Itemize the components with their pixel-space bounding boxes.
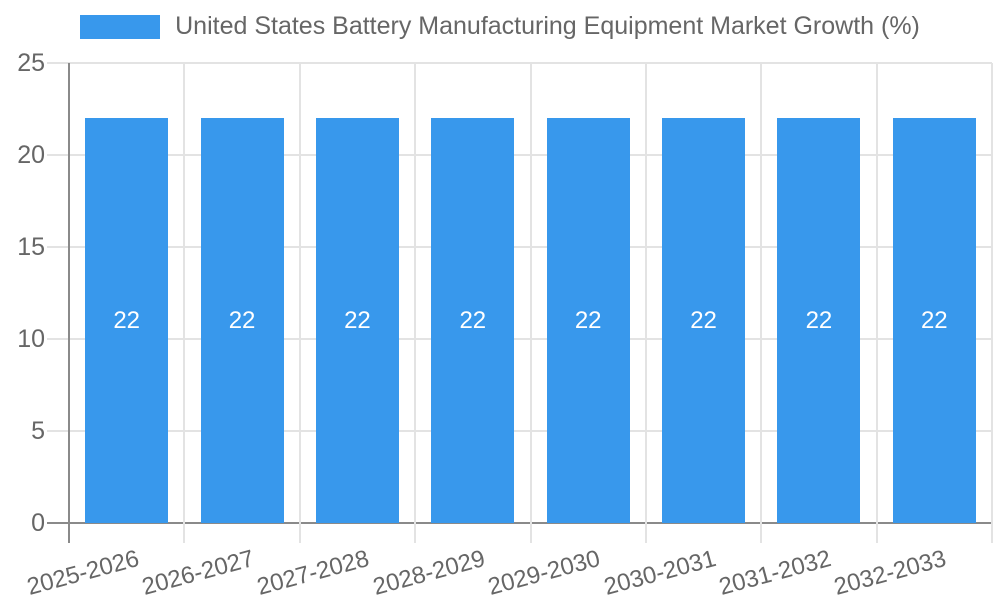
y-gridline [47,338,992,340]
bar-2031-2032[interactable]: 22 [777,118,861,523]
y-gridline [47,62,992,64]
x-tick-label: 2032-2033 [831,545,950,600]
bar-2026-2027[interactable]: 22 [200,118,284,523]
plot-area: 22 22 22 22 22 22 22 22 [47,62,993,543]
bar-value-label: 22 [228,306,256,334]
x-gridline [760,63,763,543]
bar-value-label: 22 [459,306,487,334]
x-gridline [183,63,186,543]
y-tick-label: 5 [31,417,45,445]
x-tick-label: 2028-2029 [369,545,488,600]
legend-item[interactable]: United States Battery Manufacturing Equi… [0,12,1000,41]
x-gridline [529,63,532,543]
y-gridline [47,154,992,156]
bar-value-label: 22 [574,306,602,334]
bar-value-label: 22 [805,306,833,334]
x-gridline [414,63,417,543]
x-gridline [644,63,647,543]
x-gridline [298,63,301,543]
y-tick-label: 20 [17,141,45,169]
legend-swatch [80,14,161,39]
y-tick-label: 0 [31,509,45,537]
y-tick-label: 25 [17,49,45,77]
bar-value-label: 22 [113,306,141,334]
x-gridline [991,63,993,543]
bar-value-label: 22 [344,306,371,334]
bar-value-label: 22 [690,306,717,334]
bar-2029-2030[interactable]: 22 [546,118,630,523]
bar-2025-2026[interactable]: 22 [85,118,169,523]
x-tick-label: 2027-2028 [254,545,373,600]
y-tick-label: 15 [17,233,45,261]
x-tick-label: 2025-2026 [23,545,142,600]
y-tick-label: 10 [17,325,45,353]
y-gridline [47,246,992,248]
x-tick-label: 2030-2031 [600,545,719,600]
y-gridline [47,522,992,524]
x-tick-label: 2031-2032 [716,545,834,600]
y-axis-line [68,63,70,543]
y-gridline [47,430,992,432]
x-gridline [875,63,878,543]
bar-2030-2031[interactable]: 22 [662,118,746,523]
chart-title: United States Battery Manufacturing Equi… [175,12,920,40]
bar-2028-2029[interactable]: 22 [431,118,515,523]
bar-2027-2028[interactable]: 22 [315,118,399,523]
x-tick-label: 2026-2027 [139,545,258,600]
x-tick-label: 2029-2030 [485,545,604,600]
bar-2032-2033[interactable]: 22 [892,118,976,523]
bar-value-label: 22 [920,306,948,334]
